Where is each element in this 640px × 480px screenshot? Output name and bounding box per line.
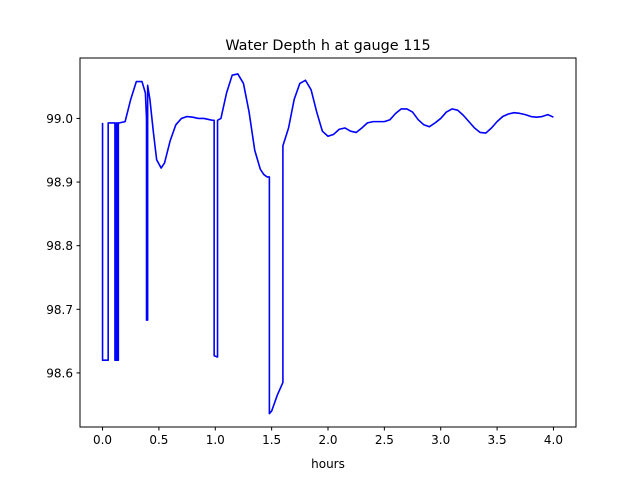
x-tick-label: 2.0	[318, 433, 337, 447]
y-tick-label: 98.6	[46, 366, 73, 380]
plot-area	[80, 58, 576, 427]
y-tick-label: 98.7	[46, 303, 73, 317]
x-tick-label: 0.5	[149, 433, 168, 447]
x-tick-label: 3.5	[488, 433, 507, 447]
y-tick-label: 98.8	[46, 239, 73, 253]
x-tick-label: 4.0	[544, 433, 563, 447]
chart-title: Water Depth h at gauge 115	[225, 38, 430, 54]
x-axis-label: hours	[311, 457, 345, 471]
y-tick-label: 99.0	[46, 112, 73, 126]
series-layer	[101, 73, 554, 415]
y-tick-label: 98.9	[46, 176, 73, 190]
x-tick-label: 1.5	[262, 433, 281, 447]
x-tick-label: 2.5	[375, 433, 394, 447]
series-line	[101, 73, 554, 415]
x-tick-label: 3.0	[431, 433, 450, 447]
x-tick-label: 0.0	[93, 433, 112, 447]
x-tick-label: 1.0	[206, 433, 225, 447]
x-axis: 0.0 0.5 1.0 1.5 2.0 2.5 3.0 3.5 4.0	[93, 427, 563, 447]
y-axis: 98.6 98.7 98.8 98.9 99.0	[46, 112, 80, 380]
